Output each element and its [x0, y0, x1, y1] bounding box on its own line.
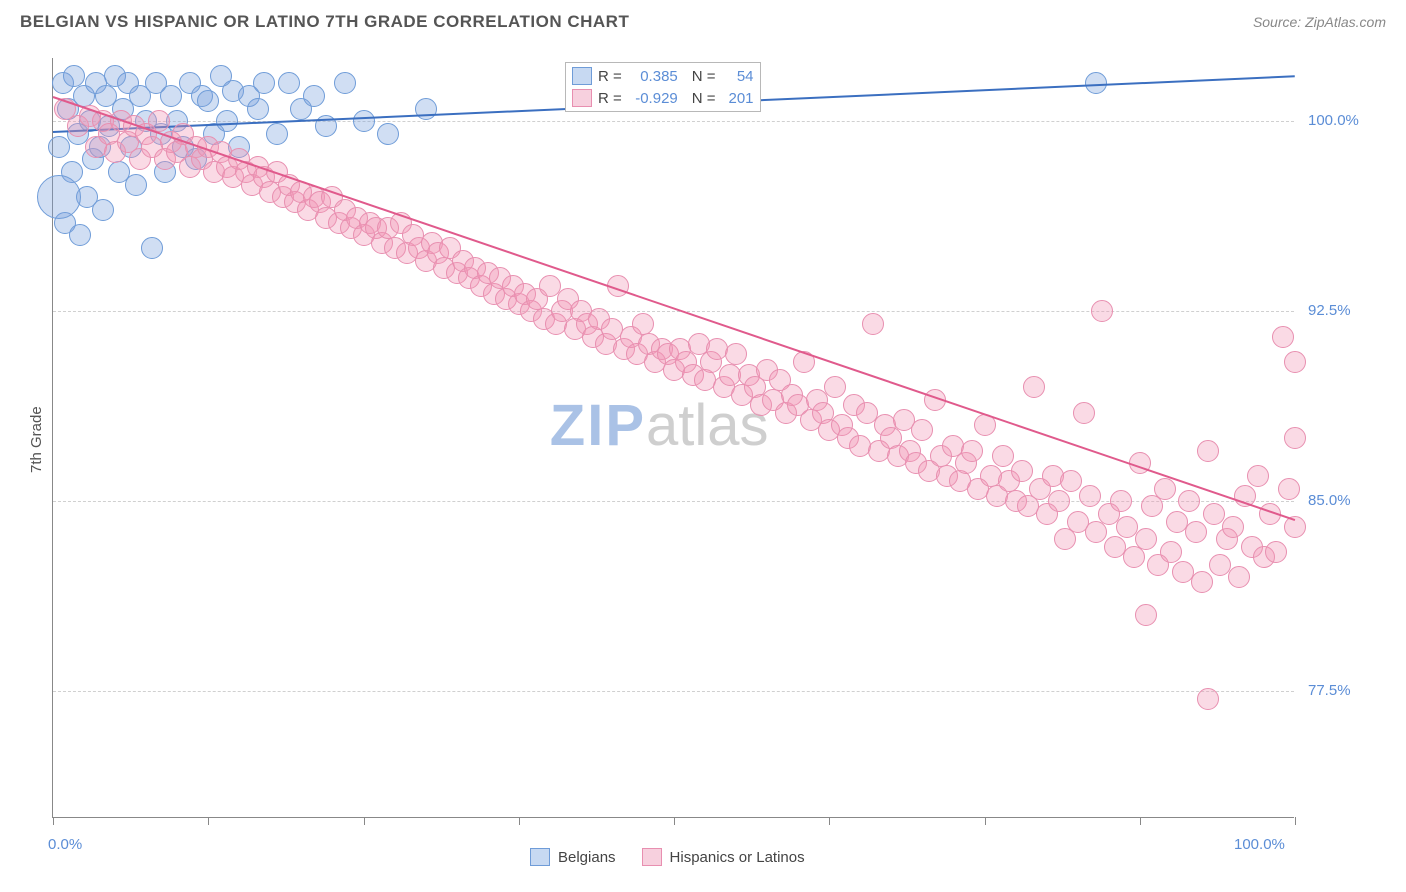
chart-title: BELGIAN VS HISPANIC OR LATINO 7TH GRADE … [20, 12, 629, 32]
data-point-hispanics [1228, 566, 1250, 588]
data-point-hispanics [1079, 485, 1101, 507]
y-axis-label: 7th Grade [28, 406, 45, 473]
gridline-h [53, 691, 1294, 692]
info-n-value: 54 [722, 68, 754, 85]
data-point-belgians [353, 110, 375, 132]
data-point-belgians [48, 136, 70, 158]
data-point-hispanics [1178, 490, 1200, 512]
data-point-hispanics [1197, 440, 1219, 462]
x-tick [364, 817, 365, 825]
data-point-belgians [247, 98, 269, 120]
data-point-belgians [278, 72, 300, 94]
data-point-hispanics [1222, 516, 1244, 538]
y-tick-label: 100.0% [1308, 112, 1359, 129]
chart-container: BELGIAN VS HISPANIC OR LATINO 7TH GRADE … [0, 0, 1406, 892]
watermark-zip: ZIP [550, 393, 646, 458]
data-point-hispanics [1154, 478, 1176, 500]
info-row-hispanics: R = -0.929 N = 201 [572, 87, 754, 109]
data-point-belgians [253, 72, 275, 94]
data-point-hispanics [824, 376, 846, 398]
data-point-belgians [37, 175, 81, 219]
info-n-label: N = [692, 68, 716, 85]
x-tick-label: 0.0% [48, 836, 82, 853]
source-label: Source: ZipAtlas.com [1253, 14, 1386, 30]
data-point-belgians [160, 85, 182, 107]
data-point-belgians [334, 72, 356, 94]
data-point-hispanics [1135, 604, 1157, 626]
data-point-belgians [125, 174, 147, 196]
data-point-hispanics [1191, 571, 1213, 593]
info-r-label: R = [598, 90, 622, 107]
x-tick [519, 817, 520, 825]
x-tick [1140, 817, 1141, 825]
legend: Belgians Hispanics or Latinos [530, 848, 805, 866]
info-r-label: R = [598, 68, 622, 85]
x-tick [208, 817, 209, 825]
legend-item-belgians: Belgians [530, 848, 616, 866]
x-tick [674, 817, 675, 825]
data-point-hispanics [632, 313, 654, 335]
data-point-hispanics [1284, 351, 1306, 373]
data-point-hispanics [1247, 465, 1269, 487]
data-point-hispanics [1278, 478, 1300, 500]
x-tick [829, 817, 830, 825]
legend-item-hispanics: Hispanics or Latinos [642, 848, 805, 866]
data-point-belgians [377, 123, 399, 145]
data-point-hispanics [862, 313, 884, 335]
data-point-hispanics [1265, 541, 1287, 563]
data-point-hispanics [1091, 300, 1113, 322]
data-point-belgians [216, 110, 238, 132]
correlation-info-box: R = 0.385 N = 54 R = -0.929 N = 201 [565, 62, 761, 112]
legend-label: Hispanics or Latinos [670, 849, 805, 866]
info-n-value: 201 [722, 90, 754, 107]
legend-label: Belgians [558, 849, 616, 866]
info-n-label: N = [692, 90, 716, 107]
data-point-hispanics [961, 440, 983, 462]
y-tick-label: 92.5% [1308, 302, 1351, 319]
data-point-hispanics [911, 419, 933, 441]
info-r-value: -0.929 [628, 90, 678, 107]
data-point-belgians [197, 90, 219, 112]
data-point-hispanics [1272, 326, 1294, 348]
legend-swatch-hispanics [642, 848, 662, 866]
x-tick [53, 817, 54, 825]
data-point-belgians [69, 224, 91, 246]
data-point-hispanics [1110, 490, 1132, 512]
data-point-hispanics [725, 343, 747, 365]
plot-area: ZIPatlas [52, 58, 1294, 818]
data-point-hispanics [1073, 402, 1095, 424]
y-tick-label: 85.0% [1308, 492, 1351, 509]
data-point-hispanics [1185, 521, 1207, 543]
y-tick-label: 77.5% [1308, 682, 1351, 699]
info-row-belgians: R = 0.385 N = 54 [572, 65, 754, 87]
swatch-hispanics [572, 89, 592, 107]
data-point-belgians [63, 65, 85, 87]
info-r-value: 0.385 [628, 68, 678, 85]
data-point-hispanics [1023, 376, 1045, 398]
data-point-belgians [303, 85, 325, 107]
data-point-hispanics [1135, 528, 1157, 550]
data-point-belgians [141, 237, 163, 259]
data-point-hispanics [1284, 427, 1306, 449]
data-point-hispanics [1011, 460, 1033, 482]
data-point-hispanics [1197, 688, 1219, 710]
legend-swatch-belgians [530, 848, 550, 866]
data-point-hispanics [1048, 490, 1070, 512]
data-point-belgians [266, 123, 288, 145]
x-tick [985, 817, 986, 825]
x-tick [1295, 817, 1296, 825]
data-point-belgians [92, 199, 114, 221]
x-tick-label: 100.0% [1234, 836, 1285, 853]
swatch-belgians [572, 67, 592, 85]
data-point-hispanics [1160, 541, 1182, 563]
header: BELGIAN VS HISPANIC OR LATINO 7TH GRADE … [0, 0, 1406, 36]
data-point-hispanics [1060, 470, 1082, 492]
data-point-hispanics [992, 445, 1014, 467]
